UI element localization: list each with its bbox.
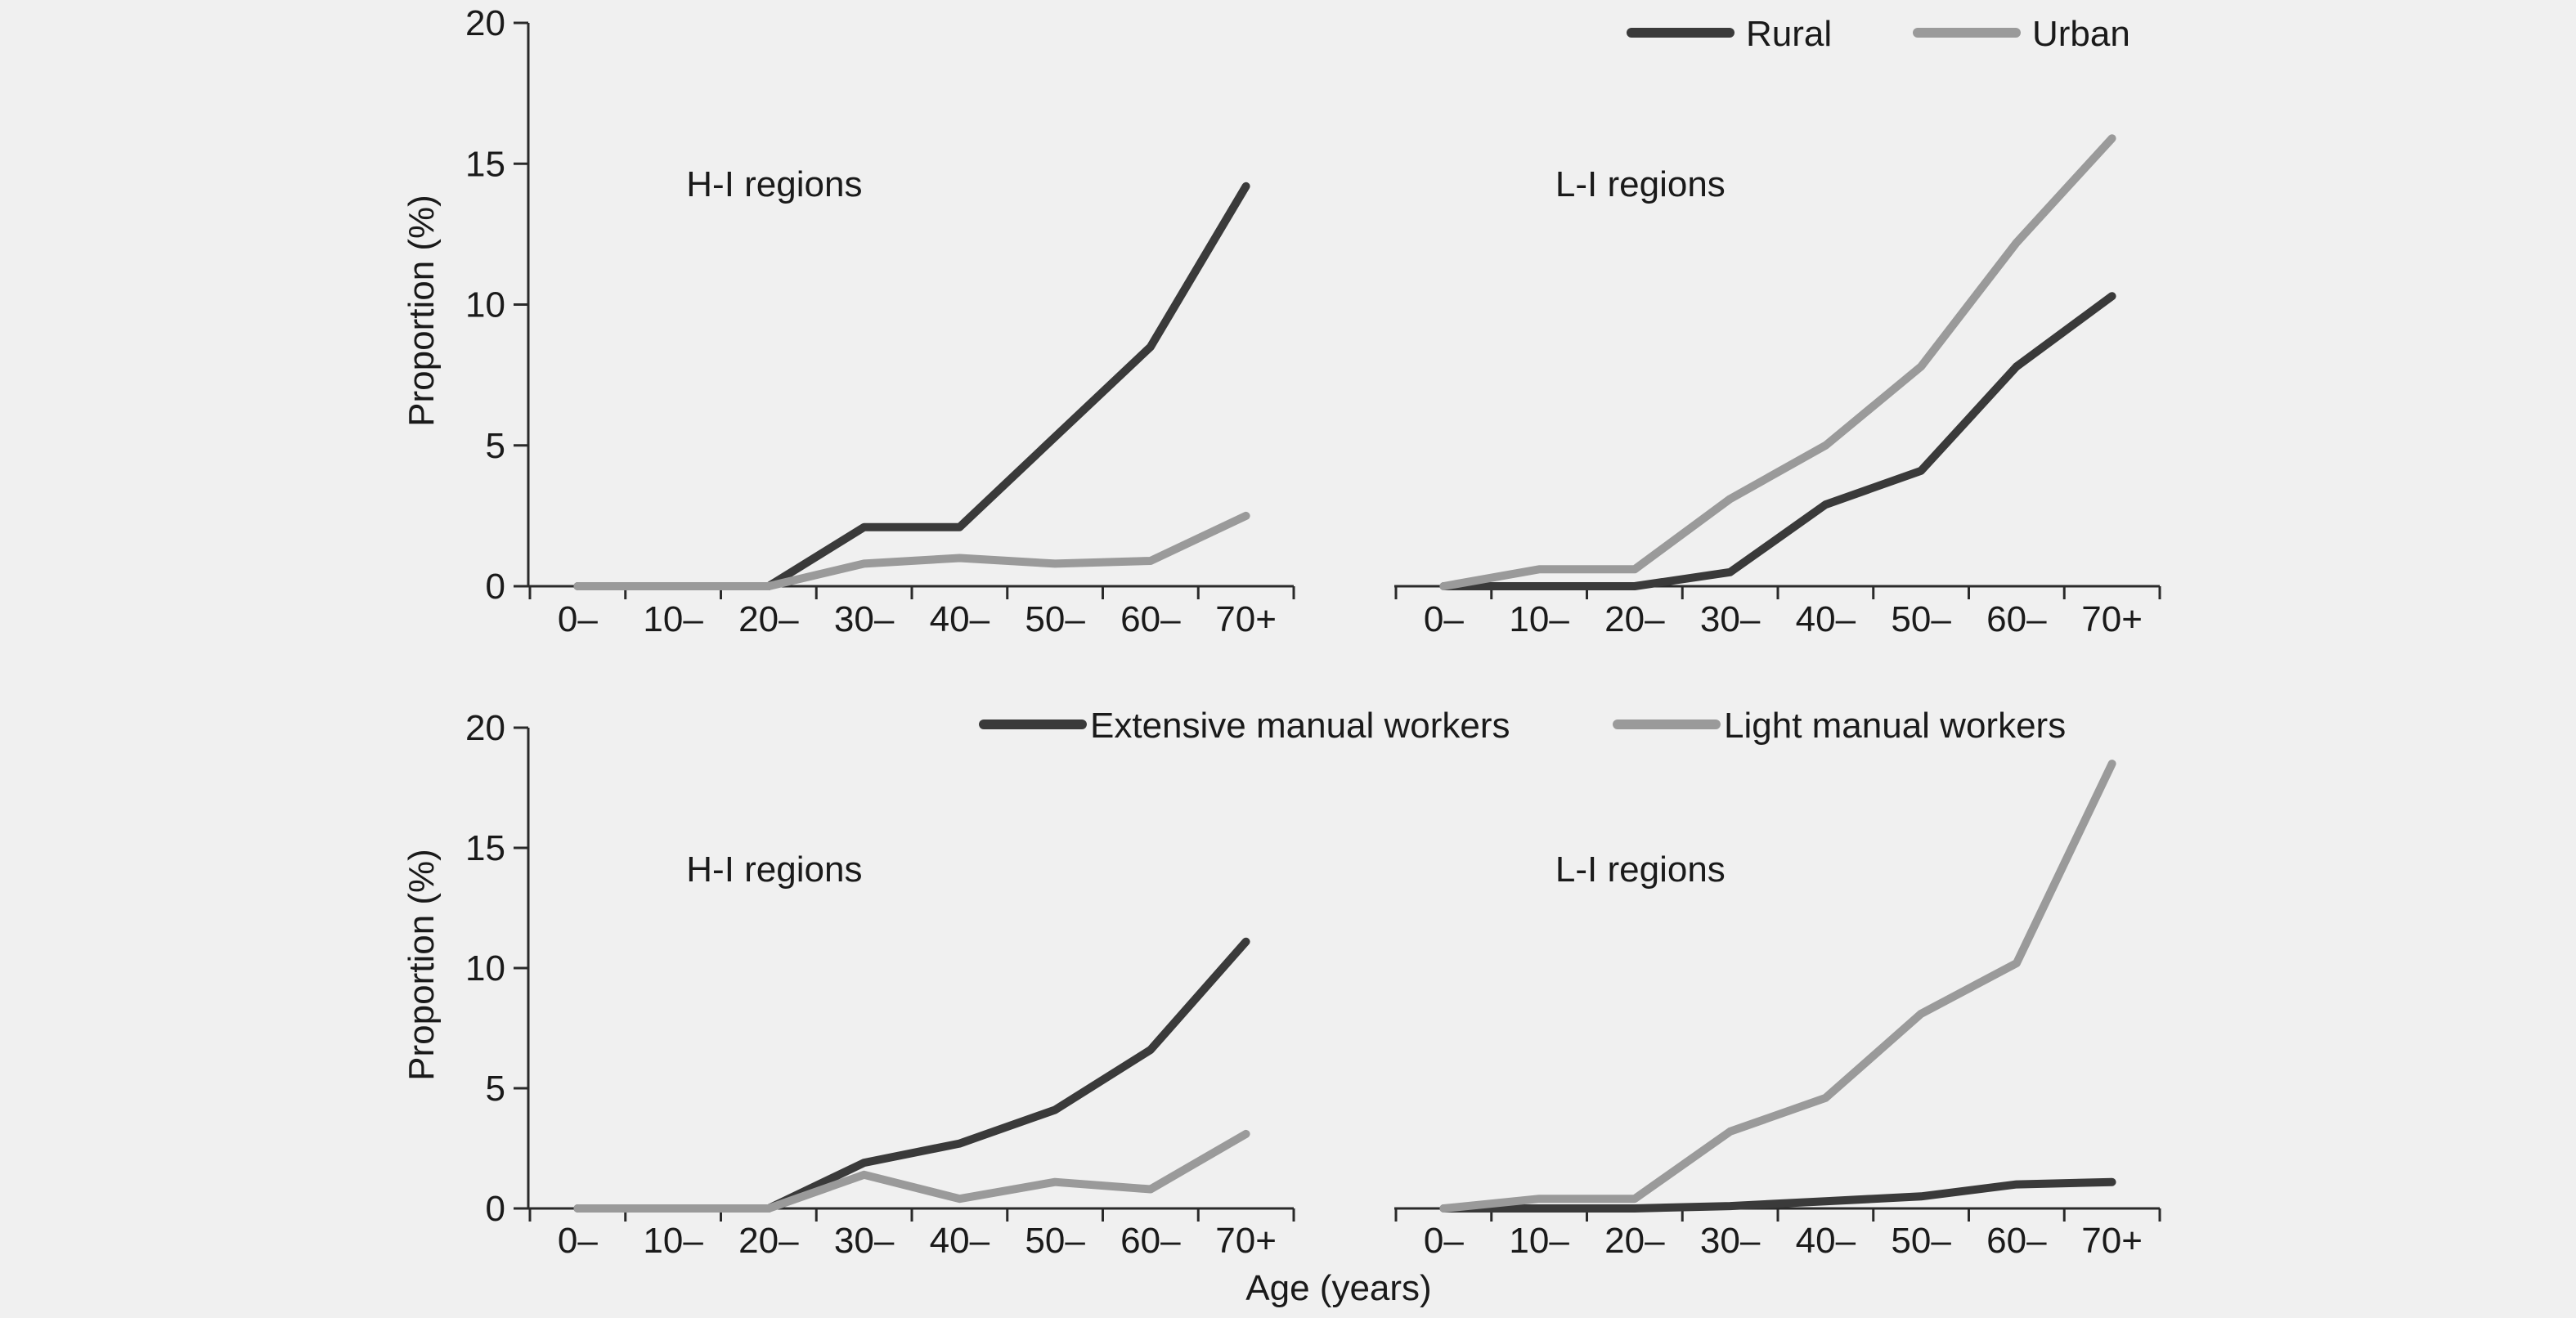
legend-label-urban: Urban (2032, 14, 2130, 54)
top-plot-2: 0– 10– 20– 30– 40– 50– 60– 70+ L-I regions (1394, 134, 2161, 639)
y-tick-label-15: 15 (465, 144, 505, 184)
x-tick-label-60: 60– (1986, 599, 2047, 639)
x-tick-label-10: 10– (643, 1221, 703, 1261)
top-y-axis-label: Proportion (%) (402, 195, 442, 427)
x-tick-label-0: 0– (1424, 599, 1464, 639)
x-tick-label-60: 60– (1986, 1221, 2047, 1261)
x-tick-label-50: 50– (1891, 599, 1951, 639)
y-tick-label-10: 10 (465, 948, 505, 988)
plot-annotation: L-I regions (1555, 164, 1726, 204)
x-tick-label-0: 0– (558, 1221, 598, 1261)
x-tick-label-10: 10– (643, 599, 703, 639)
legend-label-rural: Rural (1746, 14, 1832, 54)
x-tick-label-10: 10– (1509, 599, 1569, 639)
x-tick-label-70: 70+ (2081, 599, 2143, 639)
x-tick-label-20: 20– (738, 1221, 799, 1261)
x-tick-label-60: 60– (1120, 1221, 1181, 1261)
top-legend: Rural Urban (1627, 14, 2130, 54)
y-tick-label-10: 10 (465, 285, 505, 325)
bottom-y-axis-label: Proportion (%) (402, 849, 442, 1081)
x-tick-label-10: 10– (1509, 1221, 1569, 1261)
bottom-legend: Extensive manual workers Light manual wo… (979, 706, 2066, 746)
series-line-urban (1439, 134, 2116, 590)
bottom-plot-1: 0– 10– 20– 30– 40– 50– 60– 70+ 0 5 10 15 20 H-I regio… (465, 708, 1295, 1261)
bottom-plot-2: 0– 10– 20– 30– 40– 50– 60– 70+ L-I regions (1394, 760, 2161, 1261)
x-tick-label-30: 30– (834, 1221, 895, 1261)
series-line-light-manual-workers (573, 1129, 1250, 1213)
y-tick-label-15: 15 (465, 828, 505, 868)
series-line-urban (573, 511, 1250, 590)
x-tick-label-20: 20– (738, 599, 799, 639)
x-tick-label-30: 30– (1700, 1221, 1761, 1261)
x-tick-label-70: 70+ (1215, 599, 1277, 639)
series-line-rural (573, 182, 1250, 590)
x-tick-label-50: 50– (1891, 1221, 1951, 1261)
series-line-rural (1439, 292, 2116, 590)
x-tick-label-40: 40– (930, 599, 990, 639)
plot-annotation: H-I regions (686, 164, 862, 204)
plot-annotation: H-I regions (686, 850, 862, 890)
top-plot-1: 0– 10– 20– 30– 40– 50– 60– 70+ 0 5 10 15 20 H-I regio… (465, 3, 1295, 639)
bottom-x-axis-label: Age (years) (1245, 1268, 1431, 1308)
x-tick-label-40: 40– (1796, 599, 1856, 639)
plot-annotation: L-I regions (1555, 850, 1726, 890)
y-tick-label-5: 5 (486, 426, 505, 466)
legend-label-extensive-manual-workers: Extensive manual workers (1090, 706, 1510, 746)
x-tick-label-40: 40– (930, 1221, 990, 1261)
top-panel: Proportion (%) Rural Urban 0– 10– 20– 30– 40… (402, 3, 2161, 639)
x-tick-label-30: 30– (834, 599, 895, 639)
y-tick-label-20: 20 (465, 3, 505, 43)
x-tick-label-0: 0– (558, 599, 598, 639)
series-line-extensive-manual-workers (1439, 1177, 2116, 1213)
x-tick-label-60: 60– (1120, 599, 1181, 639)
x-tick-label-20: 20– (1604, 599, 1665, 639)
y-tick-label-5: 5 (486, 1069, 505, 1109)
series-line-extensive-manual-workers (573, 937, 1250, 1213)
bottom-panel: Proportion (%) Age (years) Extensive man… (402, 706, 2161, 1308)
x-tick-label-40: 40– (1796, 1221, 1856, 1261)
y-tick-label-20: 20 (465, 708, 505, 748)
y-tick-label-0: 0 (486, 1189, 505, 1229)
x-tick-label-50: 50– (1025, 1221, 1085, 1261)
legend-label-light-manual-workers: Light manual workers (1724, 706, 2066, 746)
x-tick-label-50: 50– (1025, 599, 1085, 639)
x-tick-label-70: 70+ (1215, 1221, 1277, 1261)
y-tick-label-0: 0 (486, 567, 505, 607)
x-tick-label-30: 30– (1700, 599, 1761, 639)
x-tick-label-0: 0– (1424, 1221, 1464, 1261)
x-tick-label-20: 20– (1604, 1221, 1665, 1261)
series-line-light-manual-workers (1439, 760, 2116, 1213)
x-tick-label-70: 70+ (2081, 1221, 2143, 1261)
